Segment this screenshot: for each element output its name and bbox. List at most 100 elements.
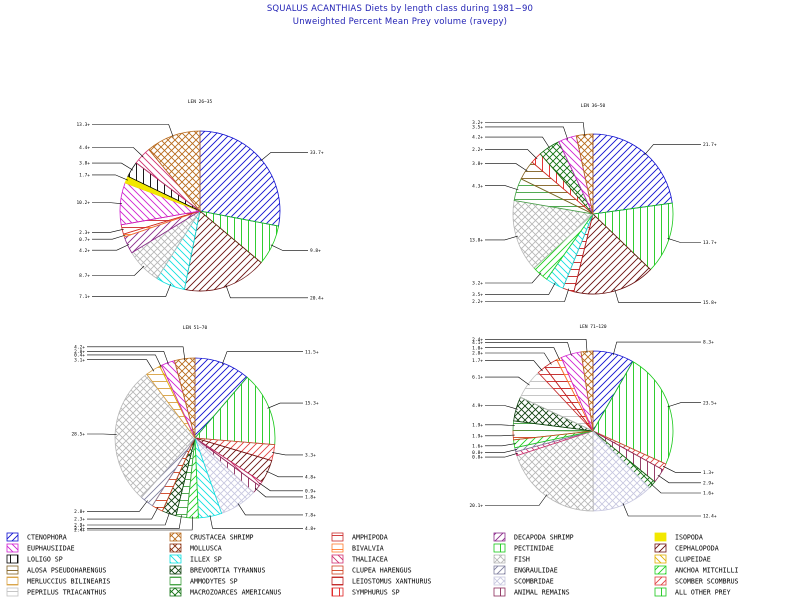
- slice-label: 33.7+: [310, 150, 324, 156]
- leader-line: [622, 503, 701, 517]
- legend-item: LEIOSTOMUS XANTHURUS: [331, 576, 431, 586]
- legend-item: AMPHIPODA: [331, 532, 388, 542]
- legend-swatch: [493, 587, 506, 597]
- leader-line: [92, 234, 126, 240]
- slice-label: 3.3+: [305, 453, 316, 459]
- legend-item: SCOMBRIDAE: [493, 576, 554, 586]
- chart-title: SQUALUS ACANTHIAS Diets by length class …: [266, 4, 534, 14]
- slice-label: 0.8+: [472, 450, 483, 456]
- legend-item: ALL OTHER PREY: [654, 587, 731, 597]
- legend-swatch: [654, 587, 667, 597]
- legend: CTENOPHORA CRUSTACEA SHRIMP AMPHIPODA DECAP…: [6, 532, 739, 597]
- slice-label: 4.3+: [472, 183, 483, 189]
- legend-item: CRUSTACEA SHRIMP: [169, 532, 254, 542]
- legend-item: PEPRILUS TRIACANTHUS: [6, 587, 106, 597]
- leader-line: [272, 452, 303, 456]
- leader-line: [237, 503, 303, 516]
- legend-label: ALL OTHER PREY: [675, 589, 731, 597]
- leader-line: [485, 235, 518, 241]
- leader-line: [650, 483, 701, 494]
- leader-line: [92, 147, 144, 158]
- legend-swatch: [493, 543, 506, 553]
- legend-label: CEPHALOPODA: [675, 545, 719, 553]
- slice-label: 9.8+: [310, 248, 321, 254]
- leader-line: [485, 185, 519, 191]
- leader-line: [255, 487, 303, 498]
- slice-label: 2.8+: [74, 509, 85, 515]
- leader-line: [87, 506, 159, 520]
- leader-line: [92, 228, 124, 233]
- legend-label: PECTINIDAE: [514, 545, 554, 553]
- legend-swatch: [493, 554, 506, 564]
- leader-line: [485, 342, 572, 356]
- slice-label: 28.5+: [71, 432, 85, 438]
- slice-label: 7.8+: [305, 513, 316, 519]
- leader-line: [485, 163, 528, 172]
- leader-line: [614, 289, 701, 303]
- legend-swatch: [331, 554, 344, 564]
- legend-swatch: [493, 576, 506, 586]
- slice-label: 13.8+: [469, 238, 483, 244]
- legend-item: ANCHOA MITCHILLI: [654, 565, 739, 575]
- leader-line: [209, 514, 303, 529]
- legend-swatch: [169, 554, 182, 564]
- leader-line: [612, 341, 701, 356]
- slice-label: 1.6+: [703, 491, 714, 497]
- leader-line: [485, 443, 516, 447]
- slice-label: 12.4+: [703, 514, 717, 520]
- slice-label: 2.4+: [74, 528, 85, 534]
- legend-item: CLUPEIDAE: [654, 554, 711, 564]
- legend-item: BIVALVIA: [331, 543, 384, 553]
- slice-label: 8.7+: [79, 273, 90, 279]
- slice-label: 0.4+: [74, 353, 85, 359]
- pie-chart-3: LEN 51−70CTENOPHORA 11.5+11.5+PECTINIDAE…: [71, 325, 318, 534]
- legend-label: ISOPODA: [675, 534, 703, 542]
- slice-label: 2.2+: [472, 299, 483, 305]
- slice-label: 4.2+: [74, 344, 85, 350]
- legend-item: LOLIGO SP: [6, 554, 63, 564]
- legend-swatch: [6, 532, 19, 542]
- legend-label: ENGRAULIDAE: [514, 567, 558, 575]
- legend-swatch: [331, 532, 344, 542]
- legend-swatch: [654, 554, 667, 564]
- legend-label: DECAPODA SHRIMP: [514, 534, 574, 542]
- legend-item: ENGRAULIDAE: [493, 565, 558, 575]
- leader-line: [225, 284, 308, 299]
- slice-label: 1.9+: [472, 433, 483, 439]
- legend-label: FISH: [514, 556, 530, 564]
- legend-label: ALOSA PSEUDOHARENGUS: [27, 567, 106, 575]
- leader-line: [87, 354, 162, 368]
- leader-line: [657, 474, 701, 484]
- leader-line: [485, 272, 542, 284]
- legend-swatch: [493, 532, 506, 542]
- leader-line: [92, 162, 134, 171]
- leader-line: [87, 351, 169, 365]
- legend-swatch: [169, 587, 182, 597]
- legend-swatch: [169, 532, 182, 542]
- slice-label: 1.3+: [703, 470, 714, 476]
- legend-swatch: [493, 565, 506, 575]
- legend-item: ILLEX SP: [169, 554, 222, 564]
- pie-slice: CTENOPHORA 33.7+: [199, 130, 281, 227]
- slice-label: 4.8+: [305, 474, 316, 480]
- leader-line: [87, 515, 182, 529]
- legend-item: SCOMBER SCOMBRUS: [654, 576, 739, 586]
- slice-label: 4.2+: [472, 135, 483, 141]
- legend-item: SYMPHURUS SP: [331, 587, 400, 597]
- legend-label: MACROZOARCES AMERICANUS: [190, 589, 281, 597]
- legend-item: CTENOPHORA: [6, 532, 67, 542]
- leader-line: [260, 152, 308, 162]
- slice-label: 3.5+: [472, 292, 483, 298]
- leader-line: [662, 465, 701, 473]
- legend-label: BIVALVIA: [352, 545, 384, 553]
- slice-label: 3.8+: [472, 161, 483, 167]
- legend-label: LEIOSTOMUS XANTHURUS: [352, 578, 431, 586]
- slice-label: 2.2+: [74, 526, 85, 532]
- leader-line: [485, 376, 530, 386]
- leader-line: [667, 402, 701, 408]
- pie-title: LEN 26−35: [188, 99, 213, 105]
- leader-line: [485, 424, 515, 426]
- slice-label: 4.2+: [79, 248, 90, 254]
- slice-label: 1.0+: [472, 345, 483, 351]
- legend-label: MERLUCCIUS BILINEARIS: [27, 578, 110, 586]
